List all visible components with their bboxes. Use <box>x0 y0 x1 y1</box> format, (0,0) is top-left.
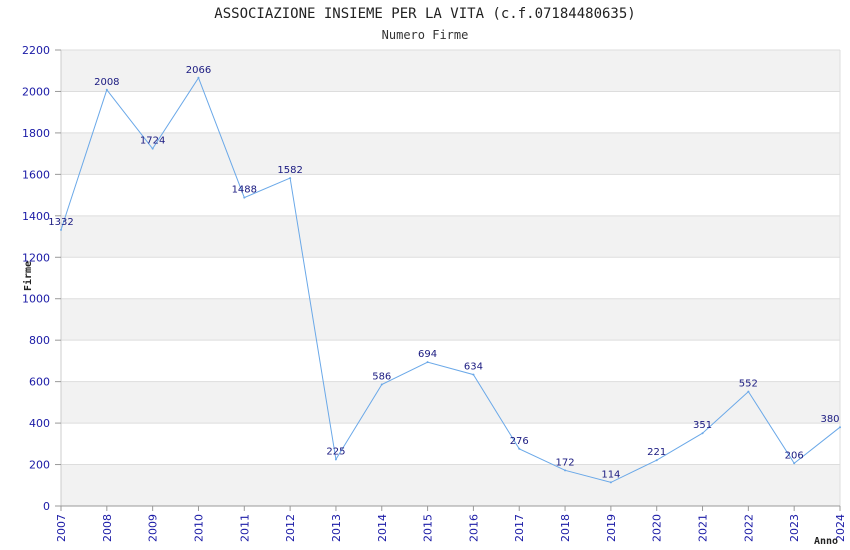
grid-band <box>61 381 840 424</box>
data-series <box>60 76 841 484</box>
data-label: 1488 <box>232 185 257 196</box>
x-tick-label: 2009 <box>147 514 160 542</box>
data-point <box>197 76 200 79</box>
data-label: 2066 <box>186 65 211 76</box>
data-label: 276 <box>510 436 529 447</box>
data-point <box>518 447 521 450</box>
y-tick-label: 1200 <box>22 251 50 264</box>
y-tick-label: 800 <box>29 334 50 347</box>
chart-title: ASSOCIAZIONE INSIEME PER LA VITA (c.f.07… <box>214 6 635 22</box>
x-tick-label: 2018 <box>559 514 572 542</box>
data-label: 634 <box>464 362 483 373</box>
data-label: 1332 <box>48 217 73 228</box>
y-tick-label: 400 <box>29 417 50 430</box>
x-axis-ticks: 2007 2008 2009 2010 2011 2012 2013 2014 2015 2016… <box>55 506 847 542</box>
x-tick-label: 2007 <box>55 514 68 542</box>
data-label: 1724 <box>140 136 165 147</box>
grid-band <box>61 298 840 341</box>
series-line <box>60 76 841 483</box>
x-tick-label: 2017 <box>513 514 526 542</box>
grid-band <box>61 464 840 506</box>
x-axis-label: Anno <box>814 536 838 547</box>
y-tick-label: 600 <box>29 376 50 389</box>
data-point <box>609 481 612 484</box>
y-tick-label: 0 <box>43 500 50 513</box>
data-label: 221 <box>647 447 666 458</box>
x-tick-label: 2019 <box>605 514 618 542</box>
x-tick-label: 2020 <box>651 514 664 542</box>
data-point <box>334 458 337 461</box>
data-label: 351 <box>693 420 712 431</box>
x-tick-label: 2012 <box>284 514 297 542</box>
chart-subtitle: Numero Firme <box>382 28 469 42</box>
y-tick-label: 200 <box>29 459 50 472</box>
y-axis-ticks: 0 200 400 600 800 1000 1200 1400 1600 1800 2000 220… <box>22 44 61 513</box>
plot-background <box>61 50 840 506</box>
data-point <box>243 196 246 199</box>
data-point <box>747 390 750 393</box>
data-label: 586 <box>372 372 391 383</box>
x-tick-label: 2010 <box>192 514 205 542</box>
x-tick-label: 2021 <box>697 514 710 542</box>
x-tick-label: 2024 <box>834 514 847 542</box>
data-point <box>655 459 658 462</box>
data-point <box>105 88 108 91</box>
data-point <box>151 147 154 150</box>
x-tick-label: 2013 <box>330 514 343 542</box>
x-tick-label: 2014 <box>376 514 389 542</box>
data-label: 694 <box>418 349 437 360</box>
grid-band <box>61 215 840 258</box>
data-label: 1582 <box>277 165 302 176</box>
x-tick-label: 2015 <box>422 514 435 542</box>
y-axis-label: Firme <box>22 261 34 291</box>
gridlines <box>61 49 840 507</box>
data-point <box>564 469 567 472</box>
grid-band <box>61 50 840 92</box>
data-label: 225 <box>326 446 345 457</box>
plot-area <box>61 50 840 506</box>
x-tick-label: 2016 <box>467 514 480 542</box>
y-tick-label: 1600 <box>22 168 50 181</box>
data-label: 380 <box>820 414 839 425</box>
data-label: 172 <box>556 457 575 468</box>
data-label: 2008 <box>94 77 119 88</box>
x-tick-label: 2023 <box>788 514 801 542</box>
y-tick-label: 1400 <box>22 210 50 223</box>
data-label: 206 <box>785 450 804 461</box>
axes <box>60 50 841 507</box>
data-point <box>701 432 704 435</box>
x-tick-label: 2008 <box>101 514 114 542</box>
grid-band <box>61 132 840 175</box>
data-point <box>839 426 841 429</box>
data-point <box>426 361 429 364</box>
x-tick-label: 2011 <box>238 514 251 542</box>
data-label: 114 <box>601 469 620 480</box>
data-point <box>472 373 475 376</box>
data-labels: 1332 2008 1724 2066 1488 1582 225 586 694 634 276 1… <box>48 65 839 481</box>
y-tick-label: 1000 <box>22 293 50 306</box>
y-tick-label: 2000 <box>22 85 50 98</box>
data-point <box>60 228 62 231</box>
x-tick-label: 2022 <box>742 514 755 542</box>
y-tick-label: 1800 <box>22 127 50 140</box>
data-label: 552 <box>739 379 758 390</box>
data-point <box>380 383 383 386</box>
data-point <box>289 177 292 180</box>
y-tick-label: 2200 <box>22 44 50 57</box>
data-point <box>793 462 796 465</box>
